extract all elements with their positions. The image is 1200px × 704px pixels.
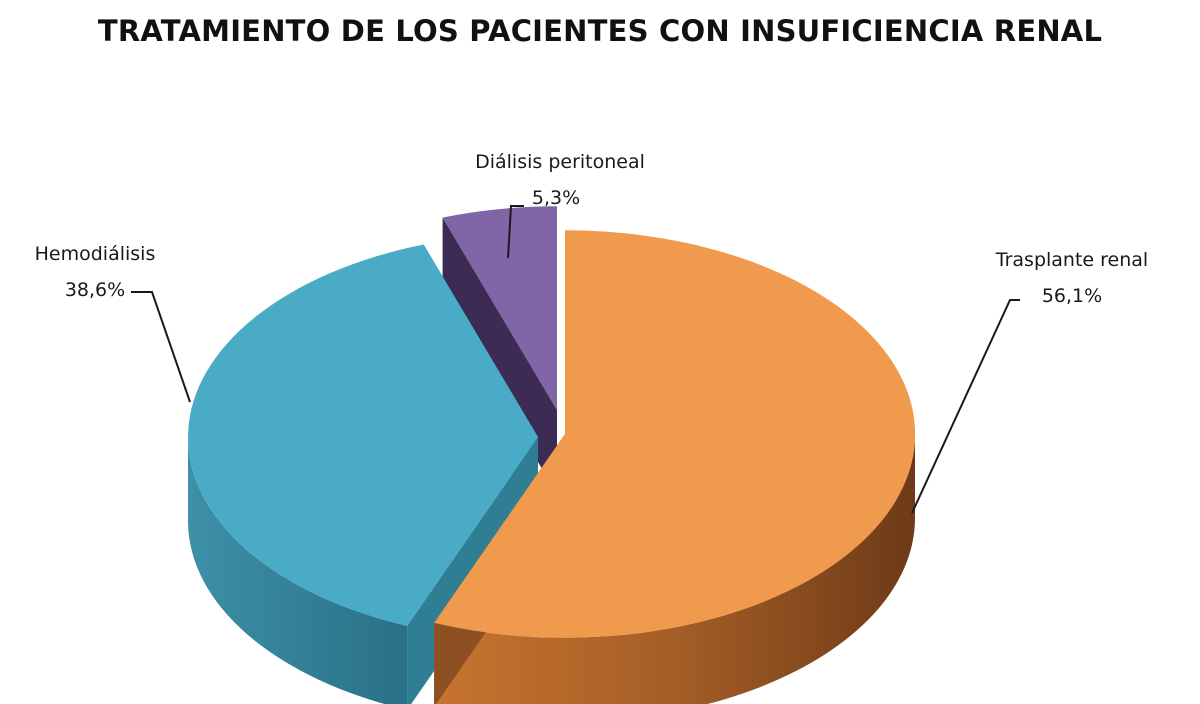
slice-side-trasplante-renal [434,434,915,704]
data-label-trasplante-name: Trasplante renal [995,249,1148,271]
leader-line-dialisis [507,205,524,259]
data-label-trasplante-value: 56,1% [1042,285,1102,307]
leader-line-hemodialisis [131,291,191,403]
data-label-dialisis-name: Diálisis peritoneal [475,151,645,173]
data-label-dialisis-value: 5,3% [532,187,580,209]
data-label-hemodialisis-value: 38,6% [65,279,125,301]
chart-title: TRATAMIENTO DE LOS PACIENTES CON INSUFIC… [97,14,1103,48]
slice-top-di-lisis-peritoneal [442,206,557,410]
slice-top-trasplante-renal [434,230,916,638]
data-label-hemodialisis-name: Hemodiálisis [35,243,156,265]
slice-side-hemodi-lisis [188,437,408,704]
leader-line-trasplante [911,299,1020,514]
slice-top-hemodi-lisis [188,244,538,626]
